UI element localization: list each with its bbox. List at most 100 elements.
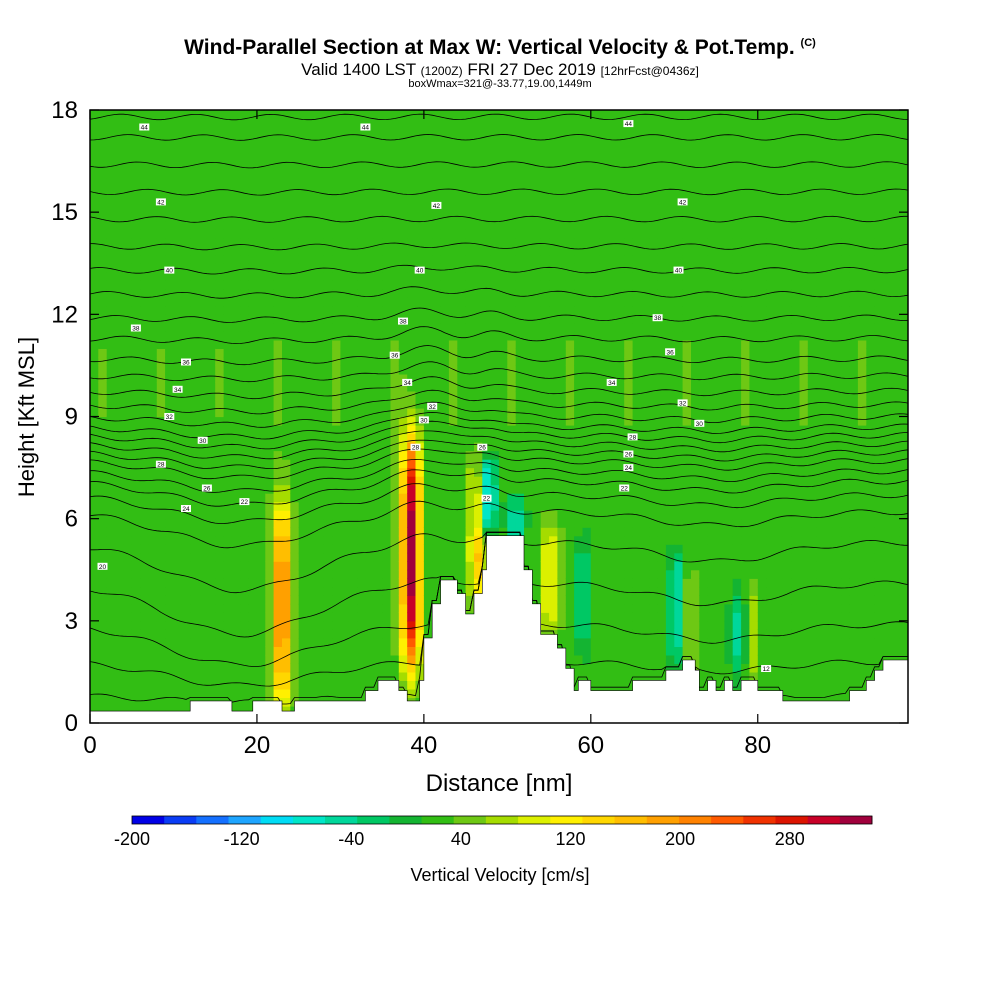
velocity-cell	[148, 586, 158, 596]
velocity-cell	[206, 459, 216, 469]
velocity-cell	[507, 518, 517, 528]
velocity-cell	[632, 339, 642, 349]
velocity-cell	[524, 433, 533, 443]
velocity-cell	[482, 373, 492, 383]
velocity-cell	[165, 220, 174, 230]
velocity-cell	[156, 561, 166, 571]
velocity-cell	[256, 178, 266, 188]
velocity-cell	[273, 671, 283, 681]
velocity-cell	[365, 246, 375, 256]
velocity-cell	[190, 356, 200, 366]
velocity-cell	[231, 416, 241, 426]
velocity-cell	[457, 118, 467, 128]
velocity-cell	[649, 518, 659, 528]
velocity-cell	[640, 578, 650, 588]
velocity-cell	[181, 425, 191, 435]
velocity-cell	[465, 348, 475, 358]
velocity-cell	[524, 510, 533, 520]
velocity-cell	[365, 544, 375, 554]
velocity-cell	[231, 544, 241, 554]
velocity-cell	[657, 135, 667, 145]
velocity-cell	[165, 595, 174, 605]
velocity-cell	[323, 416, 333, 426]
velocity-cell	[590, 518, 600, 528]
velocity-cell	[307, 127, 316, 137]
velocity-cell	[148, 561, 158, 571]
velocity-cell	[490, 348, 500, 358]
velocity-cell	[332, 203, 341, 213]
velocity-cell	[657, 178, 667, 188]
velocity-cell	[432, 493, 442, 503]
velocity-cell	[265, 561, 275, 571]
velocity-cell	[290, 654, 300, 664]
velocity-cell	[457, 501, 467, 511]
velocity-cell	[156, 220, 166, 230]
velocity-cell	[524, 425, 533, 435]
velocity-cell	[615, 629, 625, 639]
velocity-cell	[549, 595, 558, 605]
velocity-cell	[507, 229, 517, 239]
velocity-cell	[307, 314, 316, 324]
velocity-cell	[557, 637, 567, 647]
velocity-cell	[590, 425, 600, 435]
velocity-cell	[582, 280, 592, 290]
velocity-cell	[173, 280, 183, 290]
velocity-cell	[290, 186, 300, 196]
velocity-cell	[615, 110, 625, 120]
velocity-cell	[123, 706, 133, 716]
velocity-cell	[390, 365, 400, 375]
velocity-cell	[223, 305, 233, 315]
velocity-cell	[131, 637, 141, 647]
velocity-cell	[599, 425, 609, 435]
velocity-cell	[156, 612, 166, 622]
velocity-cell	[540, 467, 550, 477]
velocity-cell	[557, 237, 567, 247]
velocity-cell	[599, 671, 609, 681]
velocity-cell	[640, 603, 650, 613]
velocity-cell	[515, 399, 525, 409]
velocity-cell	[415, 110, 425, 120]
velocity-cell	[265, 467, 275, 477]
velocity-cell	[148, 288, 158, 298]
velocity-cell	[323, 578, 333, 588]
velocity-cell	[165, 322, 174, 332]
velocity-cell	[181, 518, 191, 528]
velocity-cell	[332, 416, 341, 426]
velocity-cell	[432, 195, 442, 205]
velocity-cell	[215, 646, 225, 656]
velocity-cell	[590, 271, 600, 281]
velocity-cell	[373, 373, 383, 383]
velocity-cell	[273, 246, 283, 256]
velocity-cell	[140, 110, 149, 120]
velocity-cell	[190, 425, 200, 435]
velocity-cell	[282, 561, 291, 571]
velocity-cell	[315, 510, 325, 520]
velocity-cell	[340, 246, 350, 256]
velocity-cell	[90, 518, 99, 528]
velocity-cell	[265, 161, 275, 171]
velocity-cell	[632, 314, 642, 324]
velocity-cell	[665, 663, 675, 673]
velocity-cell	[532, 586, 542, 596]
velocity-cell	[557, 271, 567, 281]
velocity-cell	[557, 263, 567, 273]
velocity-cell	[181, 654, 191, 664]
velocity-cell	[615, 399, 625, 409]
velocity-cell	[340, 416, 350, 426]
velocity-cell	[123, 322, 133, 332]
velocity-cell	[357, 680, 366, 690]
velocity-cell	[373, 450, 383, 460]
velocity-cell	[490, 118, 500, 128]
velocity-cell	[415, 229, 425, 239]
velocity-cell	[557, 314, 567, 324]
velocity-cell	[365, 161, 375, 171]
velocity-cell	[231, 169, 241, 179]
velocity-cell	[365, 680, 375, 690]
velocity-cell	[315, 408, 325, 418]
velocity-cell	[115, 433, 124, 443]
velocity-cell	[123, 442, 133, 452]
velocity-cell	[624, 365, 634, 375]
velocity-cell	[256, 646, 266, 656]
velocity-cell	[90, 178, 99, 188]
velocity-cell	[240, 697, 250, 707]
